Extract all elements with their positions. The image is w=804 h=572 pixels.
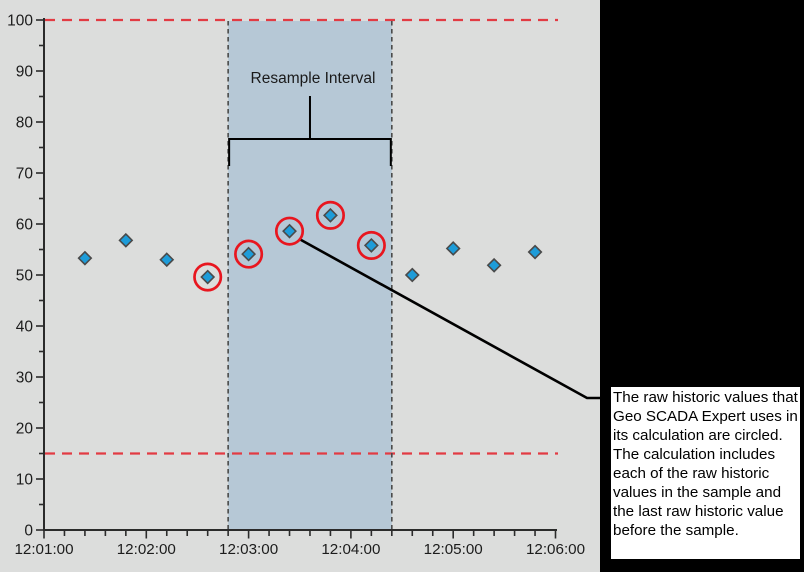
circled-point-marker [234, 239, 264, 269]
circled-point-marker [274, 216, 305, 246]
y-tick-label: 10 [16, 472, 34, 489]
data-point-diamond [445, 241, 461, 256]
x-tick-label: 12:06:00 [526, 541, 585, 558]
data-point-diamond [486, 257, 502, 273]
annotation-note-text: The raw historic values that Geo SCADA E… [613, 389, 798, 539]
y-tick-label: 70 [16, 166, 34, 183]
circled-point-marker [356, 230, 386, 260]
x-tick-label: 12:03:00 [219, 541, 278, 558]
y-tick-label: 50 [16, 268, 34, 285]
y-tick-label: 30 [16, 370, 34, 387]
data-point-diamond [200, 269, 216, 285]
data-point-diamond [323, 207, 338, 223]
y-tick-label: 20 [16, 421, 34, 438]
resample-interval-label: Resample Interval [250, 70, 376, 87]
data-point-diamond [404, 267, 420, 283]
x-tick-label: 12:05:00 [424, 541, 483, 558]
data-point-diamond [77, 250, 93, 266]
data-point-diamond [159, 252, 175, 268]
data-point-diamond [363, 237, 379, 253]
circled-point-marker [315, 200, 345, 230]
leader-line [298, 238, 610, 400]
y-tick-label: 60 [16, 217, 34, 234]
annotation-note: The raw historic values that Geo SCADA E… [611, 387, 800, 559]
y-tick-label: 100 [7, 13, 33, 30]
data-point-diamond [282, 223, 297, 239]
resample-bracket [228, 96, 392, 166]
y-tick-label: 90 [16, 64, 34, 81]
x-tick-label: 12:04:00 [321, 541, 380, 558]
circled-point-marker [193, 262, 223, 292]
data-point-diamond [118, 232, 134, 248]
x-tick-label: 12:02:00 [117, 541, 176, 558]
y-tick-label: 0 [24, 523, 33, 540]
y-tick-label: 40 [16, 319, 34, 336]
data-point-diamond [241, 246, 257, 262]
data-point-diamond [527, 244, 543, 260]
x-tick-label: 12:01:00 [14, 541, 73, 558]
y-tick-label: 80 [16, 115, 34, 132]
